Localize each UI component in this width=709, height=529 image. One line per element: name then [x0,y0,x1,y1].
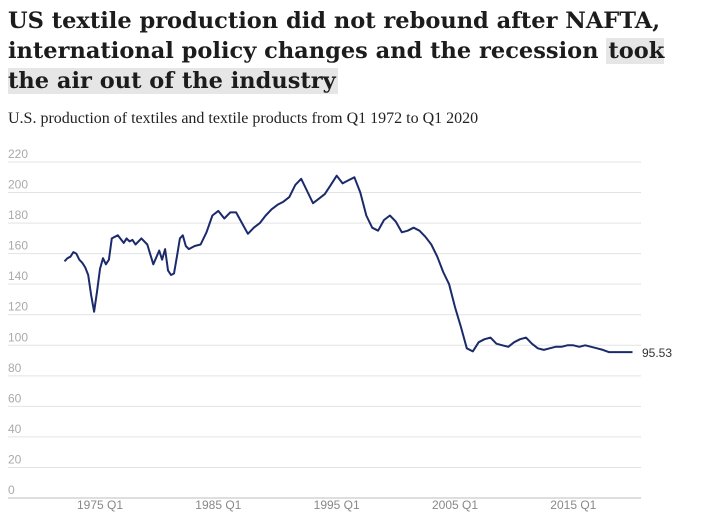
grid-layer [8,161,641,499]
y-tick-label: 20 [8,452,22,466]
x-tick-label: 1985 Q1 [195,498,241,512]
y-tick-label: 0 [8,483,15,497]
x-tick-label: 2015 Q1 [550,498,596,512]
y-tick-label: 80 [8,361,22,375]
series-layer [63,174,633,354]
chart-title: US textile production did not rebound af… [8,6,698,96]
y-tick-label: 220 [8,147,28,161]
y-tick-label: 60 [8,391,22,405]
series-line [63,174,633,354]
y-axis-ticks: 0 20 40 60 80 100 120 140 160 180 200 220 [8,147,28,497]
y-tick-label: 140 [8,269,28,283]
y-tick-label: 120 [8,300,28,314]
x-tick-label: 1995 Q1 [314,498,360,512]
chart-subtitle: U.S. production of textiles and textile … [8,110,479,127]
x-axis-ticks: 1975 Q1 1985 Q1 1995 Q1 2005 Q1 2015 Q1 [77,498,597,512]
y-tick-label: 200 [8,178,28,192]
x-tick-label: 2005 Q1 [432,498,478,512]
end-value-label: 95.53 [642,346,672,360]
y-tick-label: 100 [8,330,28,344]
y-tick-label: 40 [8,422,22,436]
y-tick-label: 180 [8,208,28,222]
chart-title-main: US textile production did not rebound af… [8,8,661,64]
x-tick-label: 1975 Q1 [77,498,123,512]
y-tick-label: 160 [8,239,28,253]
